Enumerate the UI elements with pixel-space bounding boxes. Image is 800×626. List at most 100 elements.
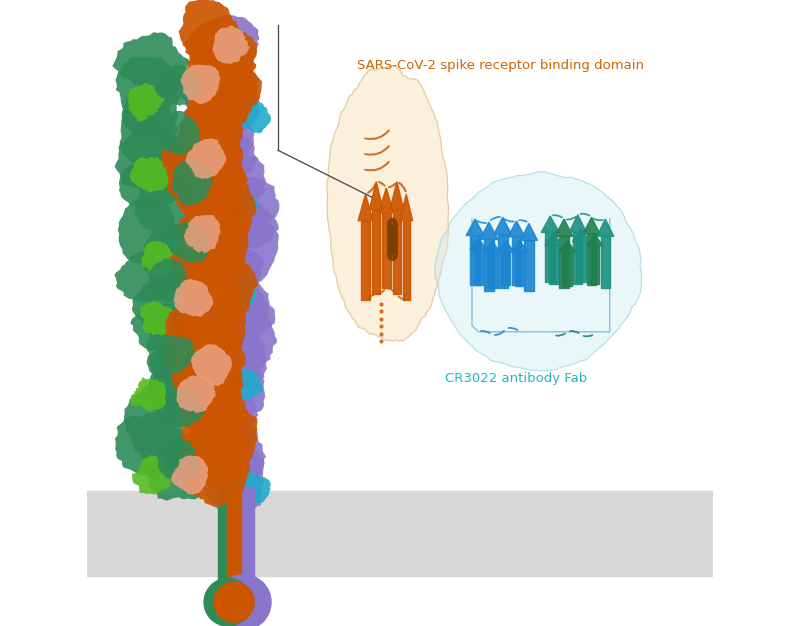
Polygon shape bbox=[466, 219, 484, 235]
Polygon shape bbox=[134, 170, 203, 239]
Polygon shape bbox=[199, 155, 266, 212]
Polygon shape bbox=[390, 182, 404, 210]
Bar bbox=[87, 491, 713, 576]
Polygon shape bbox=[170, 456, 209, 495]
Ellipse shape bbox=[387, 218, 398, 232]
Bar bbox=[218, 488, 235, 623]
Polygon shape bbox=[545, 232, 562, 245]
Polygon shape bbox=[549, 245, 558, 284]
Polygon shape bbox=[521, 223, 538, 240]
Circle shape bbox=[204, 578, 252, 626]
Polygon shape bbox=[583, 217, 600, 234]
Polygon shape bbox=[224, 187, 258, 222]
Polygon shape bbox=[393, 210, 401, 294]
Polygon shape bbox=[146, 433, 203, 501]
Polygon shape bbox=[186, 114, 257, 197]
Polygon shape bbox=[178, 423, 250, 486]
Polygon shape bbox=[146, 314, 210, 385]
Ellipse shape bbox=[387, 247, 398, 260]
Polygon shape bbox=[177, 352, 241, 433]
Polygon shape bbox=[590, 246, 599, 284]
Polygon shape bbox=[573, 228, 590, 242]
Polygon shape bbox=[114, 249, 182, 302]
Polygon shape bbox=[115, 55, 185, 121]
Polygon shape bbox=[202, 331, 267, 392]
Polygon shape bbox=[498, 235, 508, 288]
Polygon shape bbox=[184, 240, 265, 299]
Polygon shape bbox=[184, 41, 256, 105]
Ellipse shape bbox=[387, 225, 398, 239]
Circle shape bbox=[216, 575, 271, 626]
Polygon shape bbox=[190, 209, 249, 281]
Polygon shape bbox=[470, 238, 486, 250]
Polygon shape bbox=[185, 85, 248, 150]
Polygon shape bbox=[146, 365, 200, 428]
Polygon shape bbox=[474, 250, 483, 285]
Polygon shape bbox=[171, 331, 244, 410]
Ellipse shape bbox=[387, 232, 398, 247]
Polygon shape bbox=[191, 374, 258, 441]
Ellipse shape bbox=[387, 240, 398, 254]
Polygon shape bbox=[378, 188, 394, 213]
Polygon shape bbox=[168, 222, 210, 263]
Polygon shape bbox=[180, 403, 258, 463]
Polygon shape bbox=[183, 441, 247, 507]
Polygon shape bbox=[182, 380, 246, 442]
Polygon shape bbox=[501, 252, 510, 285]
Polygon shape bbox=[191, 344, 232, 386]
Polygon shape bbox=[119, 154, 194, 210]
Polygon shape bbox=[132, 276, 192, 338]
Polygon shape bbox=[166, 387, 206, 427]
Polygon shape bbox=[190, 402, 254, 460]
Polygon shape bbox=[155, 335, 194, 374]
Polygon shape bbox=[186, 138, 226, 179]
Polygon shape bbox=[155, 64, 202, 106]
Polygon shape bbox=[542, 216, 559, 232]
Polygon shape bbox=[484, 240, 494, 291]
Polygon shape bbox=[235, 471, 271, 503]
Polygon shape bbox=[174, 279, 213, 317]
Polygon shape bbox=[370, 182, 383, 210]
Polygon shape bbox=[435, 172, 642, 371]
Polygon shape bbox=[559, 237, 569, 288]
Polygon shape bbox=[512, 240, 527, 252]
Polygon shape bbox=[181, 95, 243, 174]
Polygon shape bbox=[181, 64, 220, 104]
Polygon shape bbox=[191, 63, 262, 126]
Polygon shape bbox=[158, 436, 201, 480]
Polygon shape bbox=[586, 233, 602, 246]
Polygon shape bbox=[494, 217, 512, 235]
Polygon shape bbox=[172, 158, 213, 205]
Polygon shape bbox=[480, 222, 498, 240]
Polygon shape bbox=[202, 352, 266, 421]
Polygon shape bbox=[159, 111, 200, 155]
Polygon shape bbox=[177, 180, 252, 260]
Polygon shape bbox=[400, 194, 413, 220]
Polygon shape bbox=[212, 25, 250, 64]
Polygon shape bbox=[127, 83, 165, 122]
Polygon shape bbox=[558, 240, 575, 252]
Polygon shape bbox=[470, 235, 480, 285]
Polygon shape bbox=[227, 369, 263, 399]
Polygon shape bbox=[124, 386, 182, 459]
Polygon shape bbox=[361, 220, 370, 300]
Polygon shape bbox=[570, 215, 586, 232]
Polygon shape bbox=[130, 303, 194, 351]
Polygon shape bbox=[515, 252, 524, 286]
Polygon shape bbox=[508, 221, 525, 237]
Text: CR3022 antibody Fab: CR3022 antibody Fab bbox=[445, 372, 587, 385]
Polygon shape bbox=[196, 162, 257, 240]
Polygon shape bbox=[178, 0, 237, 60]
Polygon shape bbox=[601, 237, 610, 288]
Polygon shape bbox=[166, 138, 250, 225]
Polygon shape bbox=[187, 15, 259, 73]
Polygon shape bbox=[241, 98, 271, 133]
Polygon shape bbox=[186, 244, 258, 324]
Polygon shape bbox=[483, 241, 501, 253]
Polygon shape bbox=[162, 125, 243, 194]
Polygon shape bbox=[184, 215, 221, 254]
Polygon shape bbox=[130, 156, 171, 192]
Polygon shape bbox=[176, 375, 215, 413]
Polygon shape bbox=[163, 314, 246, 381]
Polygon shape bbox=[206, 286, 275, 351]
